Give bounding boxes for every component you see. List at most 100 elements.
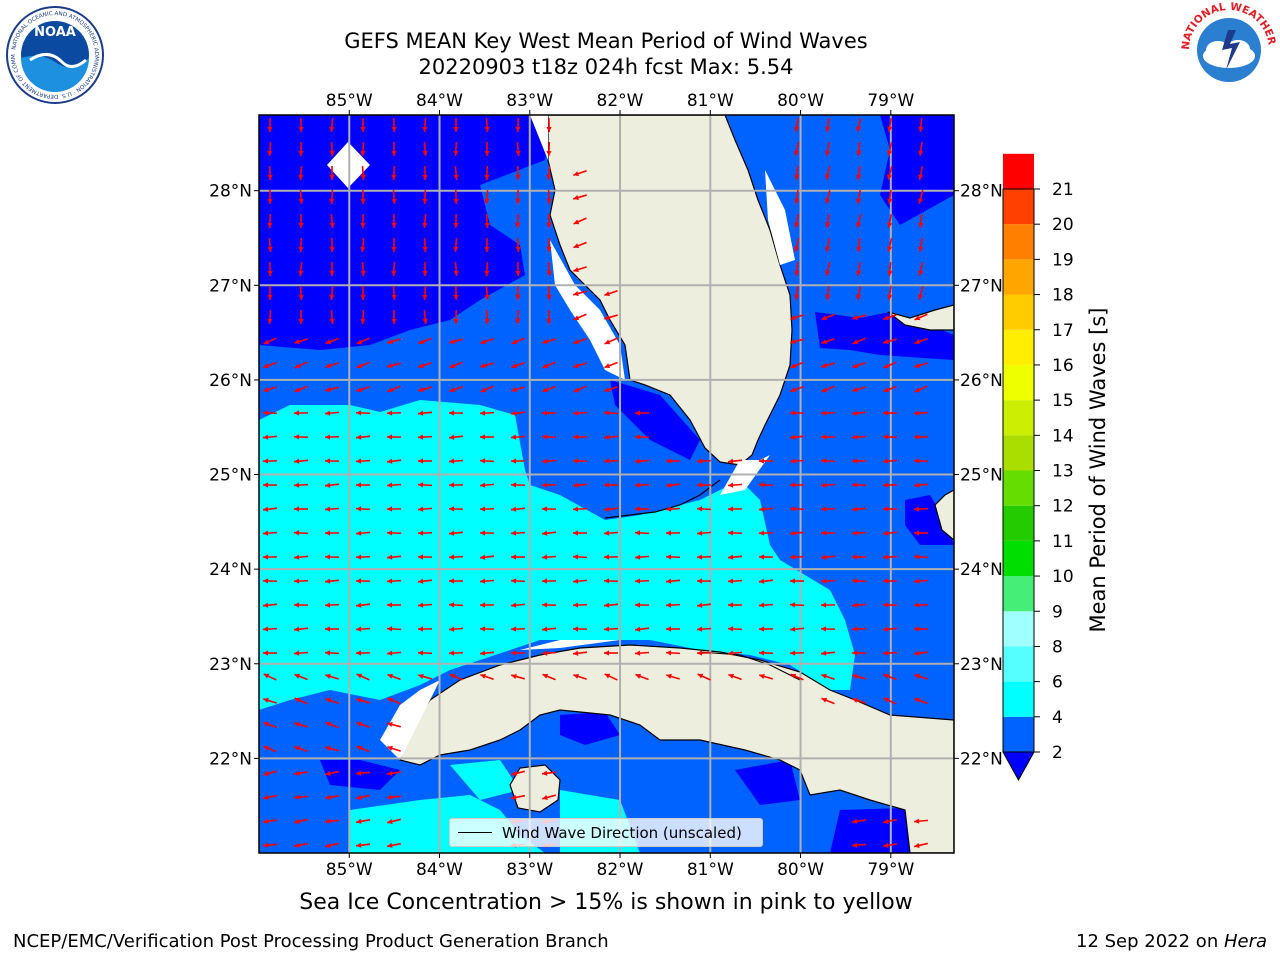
wave-arrow-head [387, 721, 393, 727]
wave-arrow-head [573, 267, 579, 273]
wave-arrow [821, 434, 835, 440]
wave-arrow-head [356, 721, 362, 727]
wave-arrow [634, 650, 650, 656]
wave-arrow [541, 458, 557, 464]
wave-arrow [479, 626, 495, 632]
wave-arrow-head [356, 458, 362, 464]
wave-arrow-head [418, 602, 424, 608]
wave-arrow-head [546, 174, 552, 180]
wave-arrow-head [883, 387, 890, 393]
wave-arrow-head [852, 458, 858, 464]
wave-arrow [515, 165, 521, 181]
wave-arrow [665, 482, 681, 488]
wave-arrow-head [422, 222, 428, 228]
region-cyan-straits [259, 400, 855, 710]
wave-arrow-head [883, 626, 889, 632]
wave-arrow-head [298, 126, 304, 132]
wave-arrow [883, 697, 897, 705]
wave-arrow-head [825, 150, 831, 156]
wave-arrow-head [263, 482, 269, 488]
wave-arrow [604, 337, 618, 345]
wave-arrow-head [542, 770, 548, 776]
wave-arrow-head [294, 842, 300, 848]
wave-arrow-head [546, 223, 552, 228]
wave-arrow [852, 554, 866, 560]
wave-arrow [851, 602, 867, 608]
wave-arrow [448, 410, 464, 416]
wave-arrow-head [794, 294, 800, 300]
lat-label-left: 25°N [209, 466, 252, 486]
wave-arrow [913, 650, 929, 656]
wave-arrow-head [449, 339, 455, 345]
wave-arrow-head [329, 270, 335, 276]
wave-arrow [324, 602, 340, 608]
wave-arrow-head [294, 818, 300, 824]
wave-arrow-head [356, 745, 363, 751]
footer-date-text: 12 Sep 2022 on [1076, 931, 1224, 952]
colorbar: 2 4 6 8 9 10 11 12 13 14 15 16 17 18 19 20 21 [1002, 153, 1074, 782]
wave-arrow-head [453, 270, 459, 276]
wave-arrow-head [294, 578, 300, 584]
wave-arrow-head [542, 673, 549, 679]
wave-arrow-head [573, 243, 580, 249]
wave-arrow-head [484, 318, 490, 324]
wave-arrow [573, 530, 587, 536]
wave-arrow-head [387, 818, 393, 825]
wave-arrow-head [418, 410, 424, 416]
wave-arrow-head [356, 602, 362, 608]
wave-arrow [917, 286, 924, 300]
wave-arrow [603, 434, 619, 440]
wave-arrow-head [918, 246, 924, 252]
wave-arrow [262, 530, 278, 536]
wave-arrow [293, 650, 309, 656]
wave-arrow [329, 213, 335, 229]
wave-arrow [820, 626, 836, 632]
colorbar-tick-label: 10 [1052, 567, 1074, 587]
wave-arrow [325, 673, 339, 680]
footer-branch: NCEP/EMC/Verification Post Processing Pr… [13, 931, 609, 952]
wave-arrow [914, 530, 928, 536]
wave-arrow-head [515, 198, 521, 204]
wave-arrow-head [387, 387, 394, 393]
wave-arrow-head [484, 247, 490, 252]
wave-arrow [386, 578, 402, 584]
wave-arrow-head [484, 294, 490, 300]
wave-arrow-head [387, 434, 393, 440]
wave-arrow [696, 458, 712, 464]
lat-label-right: 24°N [960, 560, 1003, 580]
wave-arrow [887, 237, 893, 253]
wave-arrow [262, 818, 278, 824]
wave-arrow [262, 626, 278, 632]
wave-arrow-head [391, 294, 397, 300]
wave-arrow [882, 458, 898, 464]
wave-arrow [572, 626, 588, 632]
wave-arrow-head [480, 482, 486, 488]
wave-arrow [510, 506, 526, 512]
wave-arrow-head [759, 602, 765, 608]
wave-arrow-head [604, 554, 610, 560]
footer-date: 12 Sep 2022 on Hera [1076, 931, 1267, 952]
wave-arrow [263, 770, 277, 777]
wave-arrow [298, 189, 304, 205]
wave-arrow [422, 189, 428, 205]
wave-arrow-head [918, 126, 924, 132]
wave-arrow [913, 578, 929, 584]
lon-label-top: 80°W [777, 91, 824, 111]
wave-arrow [298, 141, 304, 157]
wave-arrow-head [856, 126, 862, 132]
wave-arrow-head [356, 387, 362, 393]
wave-arrow-head [821, 410, 827, 416]
wave-arrow [355, 602, 371, 608]
colorbar-tick-label: 8 [1052, 637, 1063, 657]
wave-arrow-head [387, 650, 393, 656]
wave-arrow [542, 361, 556, 369]
colorbar-segment [1003, 646, 1034, 682]
wave-arrow [603, 554, 619, 560]
wave-arrow-head [821, 578, 827, 584]
wave-arrow [727, 578, 743, 584]
wave-arrow-head [263, 771, 269, 777]
wave-arrow-head [666, 554, 672, 560]
wave-arrow-head [666, 458, 672, 464]
wave-arrow-head [294, 721, 300, 727]
wave-arrow [267, 165, 273, 181]
